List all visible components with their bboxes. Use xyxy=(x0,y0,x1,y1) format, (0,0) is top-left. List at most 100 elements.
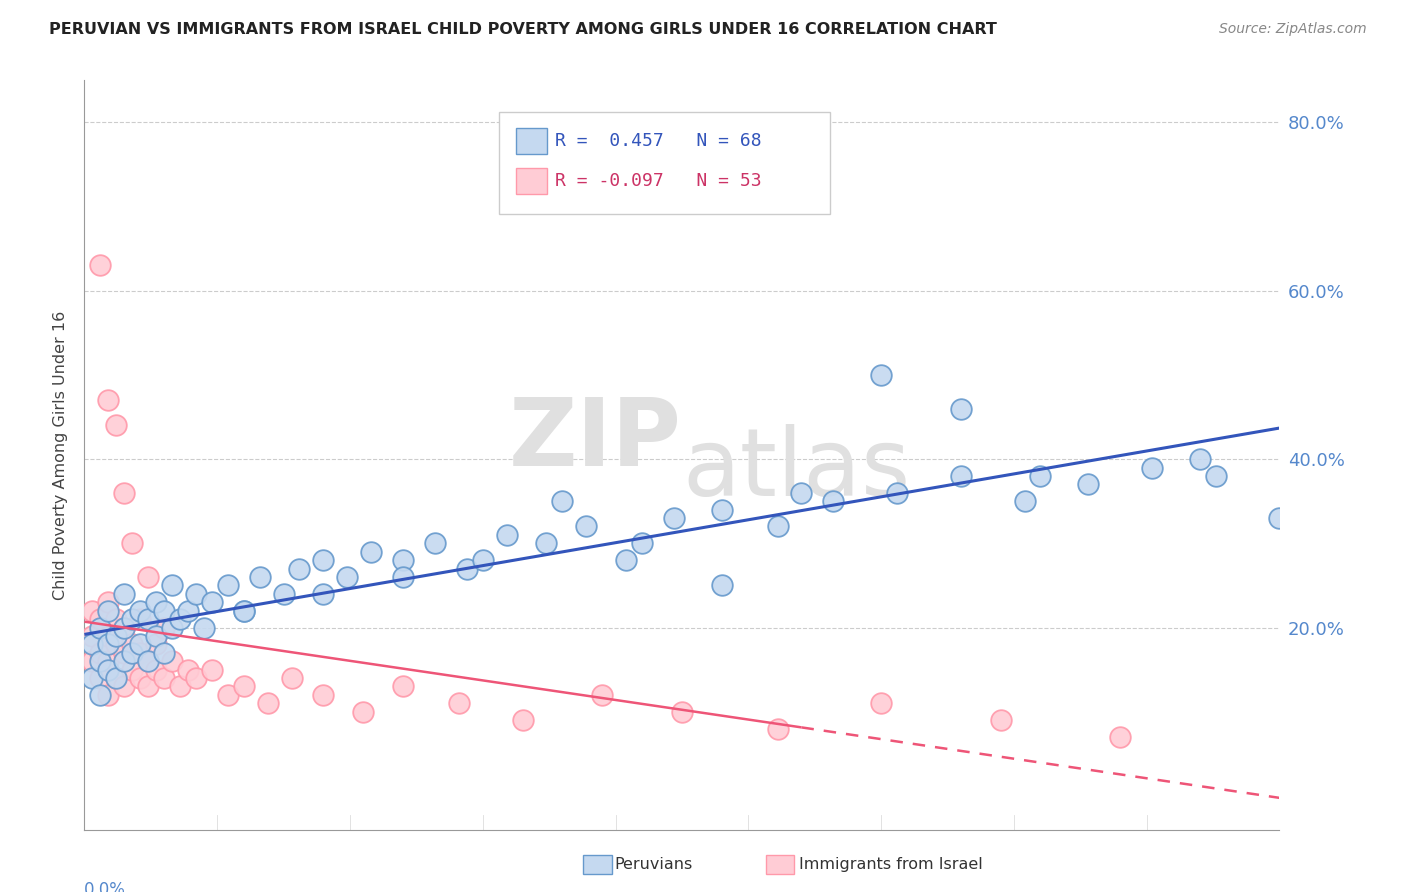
Point xyxy=(312,688,335,702)
Point xyxy=(184,671,207,685)
Point xyxy=(1268,511,1291,525)
Point xyxy=(1205,469,1227,483)
Point xyxy=(89,612,111,626)
Point xyxy=(193,620,215,634)
Point xyxy=(105,629,128,643)
Point xyxy=(177,663,200,677)
Point xyxy=(129,637,152,651)
Point xyxy=(112,620,135,634)
Point xyxy=(710,502,733,516)
Point xyxy=(97,595,120,609)
Point xyxy=(631,536,654,550)
Point xyxy=(97,393,120,408)
Point xyxy=(614,553,637,567)
Point xyxy=(105,671,128,685)
Point xyxy=(121,637,143,651)
Point xyxy=(129,604,152,618)
Point xyxy=(129,612,152,626)
Point xyxy=(105,418,128,433)
Point xyxy=(1014,494,1036,508)
Point xyxy=(471,553,494,567)
Point xyxy=(256,696,278,710)
Text: R =  0.457   N = 68: R = 0.457 N = 68 xyxy=(555,132,762,150)
Point xyxy=(121,646,143,660)
Point xyxy=(145,637,167,651)
Point xyxy=(949,401,972,416)
Point xyxy=(82,671,104,685)
Point xyxy=(495,528,517,542)
Point xyxy=(105,671,128,685)
Point xyxy=(97,654,120,668)
Point xyxy=(153,671,176,685)
Point xyxy=(97,604,120,618)
Point xyxy=(710,578,733,592)
Point xyxy=(160,654,183,668)
Text: Source: ZipAtlas.com: Source: ZipAtlas.com xyxy=(1219,22,1367,37)
Point xyxy=(129,671,152,685)
Point xyxy=(89,259,111,273)
Point xyxy=(89,654,111,668)
Point xyxy=(273,587,295,601)
Point xyxy=(671,705,693,719)
Point xyxy=(89,671,111,685)
Point xyxy=(870,696,893,710)
Point xyxy=(97,663,120,677)
Point xyxy=(136,570,159,584)
Point xyxy=(160,620,183,634)
Point xyxy=(112,620,135,634)
Point xyxy=(766,519,789,533)
Point xyxy=(112,485,135,500)
Text: 0.0%: 0.0% xyxy=(84,880,127,892)
Point xyxy=(105,612,128,626)
Point xyxy=(153,646,176,660)
Point xyxy=(89,646,111,660)
Point xyxy=(536,536,558,550)
Point xyxy=(662,511,685,525)
Point xyxy=(232,604,254,618)
Text: R = -0.097   N = 53: R = -0.097 N = 53 xyxy=(555,172,762,190)
Point xyxy=(990,713,1012,727)
Point xyxy=(112,680,135,694)
Point xyxy=(136,680,159,694)
Point xyxy=(82,604,104,618)
Point xyxy=(456,561,478,575)
Point xyxy=(112,646,135,660)
Point xyxy=(153,620,176,634)
Point xyxy=(790,485,813,500)
Point xyxy=(288,561,311,575)
Point xyxy=(512,713,534,727)
Point xyxy=(145,595,167,609)
Point xyxy=(97,688,120,702)
Point xyxy=(336,570,359,584)
Point xyxy=(201,595,224,609)
Point xyxy=(177,604,200,618)
Point xyxy=(766,722,789,736)
Point xyxy=(136,612,159,626)
Point xyxy=(153,604,176,618)
Point xyxy=(1109,730,1132,744)
Point xyxy=(184,587,207,601)
Point xyxy=(249,570,271,584)
Text: atlas: atlas xyxy=(682,424,910,516)
Point xyxy=(145,629,167,643)
Point xyxy=(121,612,143,626)
Text: ZIP: ZIP xyxy=(509,394,682,486)
Point xyxy=(232,604,254,618)
Point xyxy=(82,629,104,643)
Point xyxy=(217,578,239,592)
Point xyxy=(82,637,104,651)
Point xyxy=(591,688,613,702)
Point xyxy=(105,637,128,651)
Point xyxy=(201,663,224,677)
Point xyxy=(352,705,374,719)
Point xyxy=(169,612,191,626)
Point xyxy=(1029,469,1052,483)
Point xyxy=(870,368,893,382)
Point xyxy=(392,570,415,584)
Text: Peruvians: Peruvians xyxy=(614,857,693,871)
Point xyxy=(423,536,446,550)
Point xyxy=(823,494,845,508)
Point xyxy=(392,680,415,694)
Y-axis label: Child Poverty Among Girls Under 16: Child Poverty Among Girls Under 16 xyxy=(53,310,69,599)
Point xyxy=(89,620,111,634)
